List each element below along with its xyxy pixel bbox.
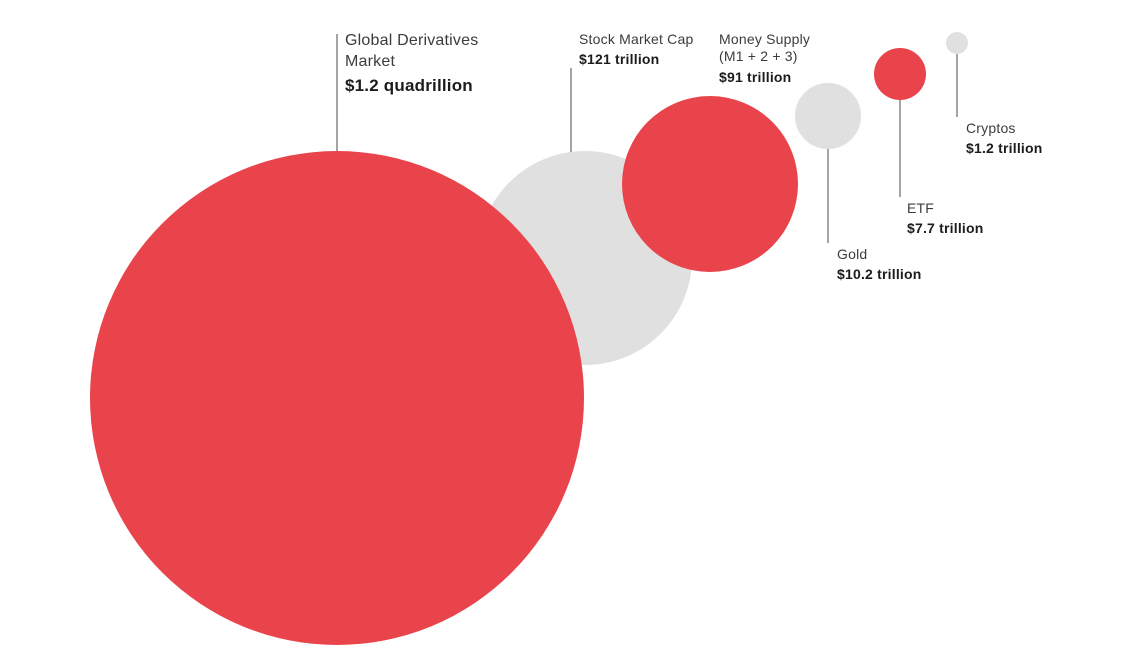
cryptos-bubble bbox=[946, 32, 968, 54]
money-supply-bubble bbox=[622, 96, 798, 272]
etf-bubble bbox=[874, 48, 926, 100]
global-derivatives-market-bubble bbox=[90, 151, 584, 645]
gold-bubble bbox=[795, 83, 861, 149]
